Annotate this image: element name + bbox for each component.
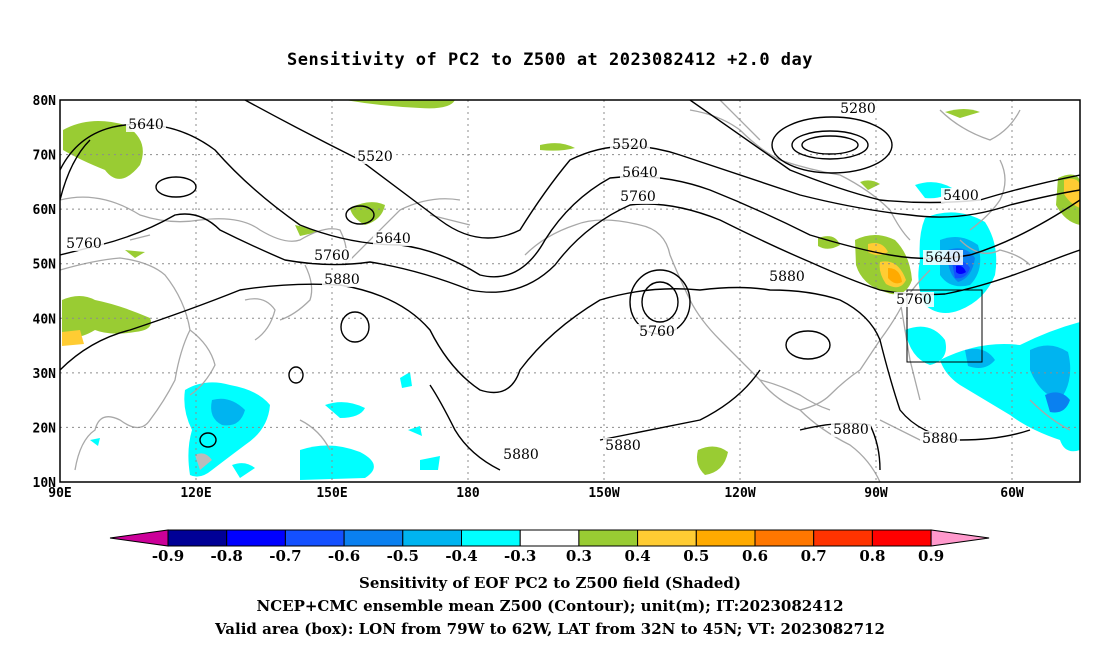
lat-label: 10N — [33, 476, 57, 491]
contour-label-bg — [838, 101, 878, 116]
contour-label: 5520 — [357, 149, 393, 165]
contour-label: 5640 — [622, 165, 658, 181]
lon-label: 60W — [1000, 486, 1024, 501]
contour-label-bg — [64, 236, 104, 251]
contour-label-group: 5640 5520 5760 5640 5760 5880 5880 5520 5640 5760… — [64, 101, 981, 463]
contour-label: 5880 — [833, 422, 869, 438]
colorbar-label: -0.5 — [387, 547, 419, 565]
colorbar-swatch — [402, 529, 462, 547]
lon-label: 150E — [316, 486, 347, 501]
contour-label-bg — [373, 231, 413, 246]
contour-label: 5760 — [896, 292, 932, 308]
contour-label: 5640 — [375, 231, 411, 247]
colorbar-label: 0.4 — [625, 547, 651, 565]
lat-label: 60N — [33, 203, 57, 218]
contour-label: 5280 — [840, 101, 876, 117]
colorbar-label: -0.4 — [445, 547, 477, 565]
footer-line-2: NCEP+CMC ensemble mean Z500 (Contour); u… — [256, 597, 844, 615]
colorbar-label: 0.8 — [859, 547, 885, 565]
lat-label: 40N — [33, 312, 57, 327]
colorbar-swatch — [519, 529, 580, 547]
contour-label-bg — [126, 117, 166, 132]
contour-label: 5640 — [128, 117, 164, 133]
contour-label-bg — [618, 189, 658, 204]
colorbar-swatch — [343, 529, 404, 547]
contour-label: 5880 — [605, 438, 641, 454]
contour-label: 5760 — [620, 189, 656, 205]
lon-label: 180 — [456, 486, 480, 501]
colorbar-label: 0.7 — [801, 547, 827, 565]
colorbar-label: -0.9 — [152, 547, 184, 565]
contour-label-bg — [610, 137, 650, 152]
contour-label-bg — [941, 188, 981, 203]
colorbar-label: 0.6 — [742, 547, 768, 565]
contour-label-bg — [831, 422, 871, 437]
contour-label: 5880 — [922, 431, 958, 447]
contour-label-bg — [620, 165, 660, 180]
contour-label-bg — [767, 269, 807, 284]
footer-line-1: Sensitivity of EOF PC2 to Z500 field (Sh… — [359, 574, 741, 592]
map-frame — [59, 99, 1081, 483]
colorbar-swatch — [226, 529, 286, 547]
lon-label: 120E — [180, 486, 211, 501]
valid-area-box — [906, 289, 983, 363]
colorbar-label: 0.3 — [566, 547, 592, 565]
lat-label: 50N — [33, 258, 57, 273]
lat-label: 70N — [33, 149, 57, 164]
colorbar-swatch — [167, 529, 228, 547]
contour-label-bg — [322, 272, 362, 287]
contour-label: 5880 — [324, 272, 360, 288]
colorbar-label: 0.5 — [683, 547, 709, 565]
longitude-labels: 90E 120E 150E 180 150W 120W 90W 60W — [48, 486, 1024, 501]
map-title: Sensitivity of PC2 to Z500 at 2023082412… — [286, 50, 813, 70]
colorbar-labels: -0.9 -0.8 -0.7 -0.6 -0.5 -0.4 -0.3 0.3 0.4 0.5 0.6… — [152, 547, 944, 565]
contour-label-bg — [920, 431, 960, 446]
lon-label: 90E — [48, 486, 71, 501]
colorbar-swatch — [695, 529, 756, 547]
contour-label-bg — [355, 149, 395, 164]
contour-label-bg — [312, 248, 352, 263]
lat-label: 80N — [33, 94, 57, 109]
colorbar-low-arrow — [109, 529, 169, 547]
colorbar-swatch — [284, 529, 345, 547]
contour-label: 5760 — [639, 324, 675, 340]
colorbar-swatch — [813, 529, 873, 547]
contour-label: 5400 — [943, 188, 979, 204]
colorbar-high-arrow — [930, 529, 990, 547]
colorbar-swatch — [461, 529, 521, 547]
contour-label-bg — [603, 438, 643, 453]
colorbar-label: -0.7 — [269, 547, 301, 565]
colorbar-label: 0.9 — [918, 547, 944, 565]
contour-label-bg — [923, 250, 963, 265]
colorbar-label: -0.8 — [211, 547, 243, 565]
graticule — [60, 100, 1080, 482]
footer-line-3: Valid area (box): LON from 79W to 62W, L… — [215, 620, 885, 638]
colorbar-swatch — [871, 529, 932, 547]
contour-label: 5520 — [612, 137, 648, 153]
colorbar — [109, 529, 990, 547]
contour-label-bg — [501, 447, 541, 462]
contour-label: 5640 — [925, 250, 961, 266]
colorbar-swatch — [754, 529, 815, 547]
lon-label: 150W — [588, 486, 619, 501]
contour-label-bg — [637, 324, 677, 339]
contour-label: 5880 — [503, 447, 539, 463]
contour-label-bg — [894, 292, 934, 307]
colorbar-label: -0.6 — [328, 547, 360, 565]
contour-label: 5760 — [66, 236, 102, 252]
latitude-labels: 80N 70N 60N 50N 40N 30N 20N 10N — [33, 94, 57, 491]
lat-label: 20N — [33, 421, 57, 436]
lat-label: 30N — [33, 367, 57, 382]
lon-label: 120W — [724, 486, 755, 501]
colorbar-swatch — [637, 529, 697, 547]
contour-label: 5760 — [314, 248, 350, 264]
colorbar-swatch — [578, 529, 639, 547]
colorbar-label: -0.3 — [504, 547, 536, 565]
contour-label: 5880 — [769, 269, 805, 285]
lon-label: 90W — [864, 486, 888, 501]
